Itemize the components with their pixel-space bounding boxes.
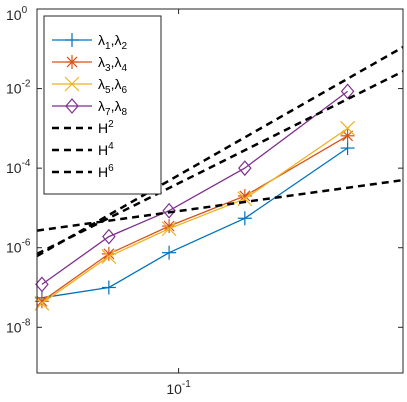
series-s3-point-1-d2 bbox=[101, 249, 117, 264]
tick-layer: 100 10-2 10-4 10-6 10-8 10-1 bbox=[6, 5, 403, 397]
legend-label-s2: λ3,λ4 bbox=[98, 54, 127, 74]
series-ref2-line bbox=[36, 178, 404, 232]
y-tick-label-1: 10-2 bbox=[6, 79, 31, 97]
series-s4-line bbox=[41, 90, 348, 285]
series-s3-point-4 bbox=[340, 120, 356, 136]
series-s4-point-1-shape bbox=[102, 228, 116, 245]
series-s4-point-4 bbox=[340, 83, 355, 100]
y-tick-label-0: 100 bbox=[6, 5, 28, 23]
legend-marker-s1 bbox=[65, 33, 79, 47]
series-s4-point-0-shape bbox=[35, 276, 49, 293]
series-s1-point-3 bbox=[237, 211, 252, 226]
legend-item-ref4: H4 bbox=[52, 141, 114, 158]
legend-item-s4: λ7,λ8 bbox=[52, 98, 127, 118]
series-ref4-line bbox=[36, 46, 404, 258]
y-tick-label-3: 10-6 bbox=[6, 238, 31, 256]
legend-marker-s2 bbox=[65, 55, 79, 69]
series-s4-point-2-shape bbox=[162, 202, 176, 219]
series-s4-point-4-shape bbox=[340, 83, 355, 100]
series-s3 bbox=[34, 120, 356, 311]
series-s2-point-1-d2 bbox=[103, 248, 115, 260]
series-s1-point-1 bbox=[101, 280, 116, 295]
series-s4-point-1 bbox=[102, 228, 116, 245]
series-ref4 bbox=[36, 46, 404, 258]
legend-marker-s3-d2 bbox=[64, 76, 80, 92]
series-s4 bbox=[35, 83, 355, 293]
series-s2-point-0-d2 bbox=[36, 295, 48, 307]
series-s2-point-2 bbox=[162, 219, 177, 234]
legend-item-ref2: H2 bbox=[52, 119, 114, 136]
series-s2-point-2-d2 bbox=[163, 220, 175, 232]
series-s3-point-2-d2 bbox=[161, 221, 177, 237]
legend-label-ref4: H4 bbox=[98, 141, 114, 158]
series-s1-point-2 bbox=[162, 245, 177, 260]
series-s4-point-3 bbox=[238, 160, 252, 177]
series-ref6 bbox=[36, 70, 404, 256]
series-s4-point-0 bbox=[35, 276, 49, 293]
legend-marker-s2-d2 bbox=[66, 56, 78, 68]
legend-label-ref2: H2 bbox=[98, 119, 114, 136]
series-ref6-line bbox=[36, 70, 404, 256]
legend-item-s2: λ3,λ4 bbox=[52, 54, 127, 74]
legend-box bbox=[43, 15, 162, 195]
legend-label-s4: λ7,λ8 bbox=[98, 98, 127, 118]
legend-marker-s4-shape bbox=[65, 98, 79, 114]
series-s3-point-4-d2 bbox=[340, 120, 356, 136]
series-s1-point-4 bbox=[340, 141, 355, 156]
legend-item-ref6: H6 bbox=[52, 163, 114, 180]
series-s3-point-1 bbox=[101, 249, 117, 264]
series-ref2 bbox=[36, 178, 404, 232]
series-s2-point-3-d2 bbox=[239, 190, 251, 202]
legend-marker-s4 bbox=[65, 98, 79, 114]
legend-label-ref6: H6 bbox=[98, 163, 114, 180]
series-s4-point-3-shape bbox=[238, 160, 252, 177]
legend-item-s1: λ1,λ2 bbox=[52, 32, 127, 52]
series-s1 bbox=[34, 141, 355, 305]
y-tick-label-4: 10-8 bbox=[6, 317, 31, 335]
legend-marker-s3 bbox=[64, 76, 80, 92]
y-tick-label-2: 10-4 bbox=[6, 158, 31, 176]
x-tick-label-0: 10-1 bbox=[166, 379, 191, 397]
series-layer bbox=[34, 46, 404, 311]
plot-frame bbox=[36, 8, 404, 374]
series-s2-point-4 bbox=[340, 128, 355, 143]
series-s3-point-2 bbox=[161, 221, 177, 237]
legend-item-s3: λ5,λ6 bbox=[52, 76, 127, 96]
legend-label-s1: λ1,λ2 bbox=[98, 32, 127, 52]
series-s4-point-2 bbox=[162, 202, 176, 219]
legend-label-s3: λ5,λ6 bbox=[98, 76, 127, 96]
